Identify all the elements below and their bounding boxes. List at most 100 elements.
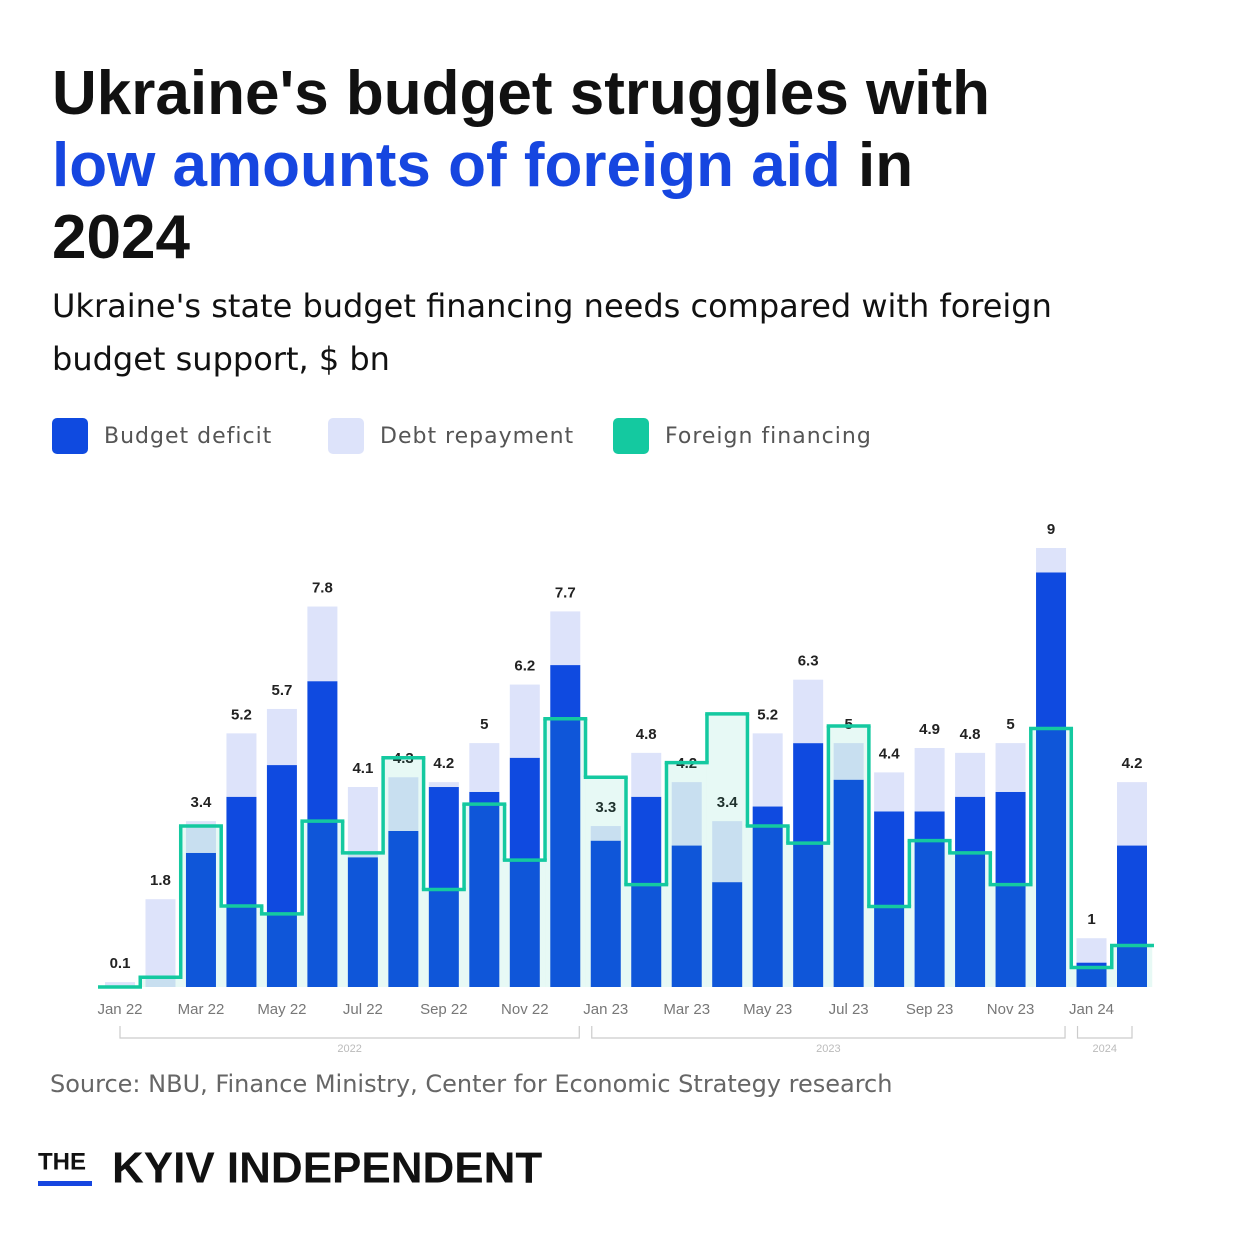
foreign-area xyxy=(990,884,1031,987)
bar-debt xyxy=(550,611,581,666)
bar-deficit xyxy=(590,840,621,987)
x-tick-label: Jan 24 xyxy=(1069,1001,1114,1018)
bar-deficit xyxy=(955,796,986,987)
bar-debt xyxy=(509,684,540,758)
bar-deficit xyxy=(752,806,783,987)
bar-debt xyxy=(226,733,257,797)
bar-deficit xyxy=(428,787,459,987)
x-tick-label: Jul 23 xyxy=(829,1001,869,1018)
bar-debt xyxy=(793,679,824,744)
foreign-area xyxy=(706,713,748,987)
foreign-area xyxy=(828,726,869,987)
bar-debt xyxy=(833,743,864,780)
legend-swatch xyxy=(328,418,364,454)
bar-debt xyxy=(1076,938,1107,963)
bar-debt xyxy=(955,752,986,797)
foreign-area xyxy=(1030,728,1072,987)
bar-deficit xyxy=(793,743,824,987)
bar-deficit xyxy=(712,882,743,987)
bar-debt xyxy=(266,708,297,766)
brand-name: KYIV INDEPENDENT xyxy=(112,1144,542,1193)
foreign-area xyxy=(545,718,586,987)
foreign-area xyxy=(180,826,222,987)
bar-debt xyxy=(631,752,662,797)
bar-debt xyxy=(914,747,945,812)
x-tick-label: Mar 23 xyxy=(663,1001,710,1018)
x-tick-label: Jan 22 xyxy=(97,1001,142,1018)
bar-deficit xyxy=(185,852,216,987)
foreign-area xyxy=(585,777,626,987)
value-label: 4.8 xyxy=(960,726,981,743)
bar-debt xyxy=(388,777,419,831)
bar-deficit xyxy=(833,779,864,987)
title-highlight: low amounts of foreign aid xyxy=(52,131,841,200)
foreign-area xyxy=(949,852,991,987)
bar-debt xyxy=(347,787,378,858)
foreign-area xyxy=(868,906,910,987)
legend-label: Foreign financing xyxy=(665,424,872,449)
foreign-area xyxy=(423,889,465,987)
foreign-area xyxy=(383,757,424,987)
bar-debt xyxy=(590,826,621,841)
bar-debt xyxy=(307,606,338,682)
bar-deficit xyxy=(266,765,297,987)
bar-deficit xyxy=(347,857,378,987)
brand-underline xyxy=(38,1181,92,1186)
value-label: 7.8 xyxy=(312,580,333,597)
bar-debt xyxy=(1117,782,1147,846)
value-label: 4.9 xyxy=(919,721,940,738)
value-label: 9 xyxy=(1047,521,1055,538)
title-part: in 2024 xyxy=(52,131,914,272)
foreign-area xyxy=(504,860,546,987)
bar-deficit xyxy=(671,845,702,987)
legend-label: Debt repayment xyxy=(380,424,574,449)
bar-debt xyxy=(712,821,743,883)
legend-label: Budget deficit xyxy=(104,424,272,449)
value-label: 5.2 xyxy=(231,706,252,723)
x-tick-label: Sep 23 xyxy=(906,1001,954,1018)
foreign-area xyxy=(909,840,950,987)
foreign-area xyxy=(140,977,181,987)
value-label: 3.4 xyxy=(717,794,739,811)
x-tick-label: Sep 22 xyxy=(420,1001,468,1018)
value-label: 5 xyxy=(480,716,488,733)
foreign-area xyxy=(747,826,788,987)
foreign-area xyxy=(626,884,667,987)
title-part: Ukraine's budget struggles with xyxy=(52,59,990,128)
foreign-area xyxy=(1111,945,1153,987)
bar-deficit xyxy=(874,811,905,987)
bar-debt xyxy=(752,733,783,807)
chart-title: Ukraine's budget struggles with low amou… xyxy=(52,58,1062,274)
bar-deficit xyxy=(307,681,338,987)
bar-deficit xyxy=(469,791,500,987)
bar-debt xyxy=(1036,548,1067,573)
value-label: 5.7 xyxy=(271,682,292,699)
legend-swatch xyxy=(52,418,88,454)
bar-debt xyxy=(995,743,1026,792)
foreign-area xyxy=(666,762,707,987)
value-label: 6.2 xyxy=(514,658,535,675)
year-label: 2022 xyxy=(337,1043,361,1055)
year-label: 2024 xyxy=(1093,1043,1117,1055)
bar-deficit xyxy=(1117,845,1147,987)
value-label: 3.4 xyxy=(191,794,213,811)
brand-the: THE xyxy=(38,1148,86,1175)
value-label: 4.2 xyxy=(433,755,454,772)
bar-debt xyxy=(671,782,702,846)
bar-debt xyxy=(105,982,135,987)
x-tick-label: Jul 22 xyxy=(343,1001,383,1018)
x-tick-label: Jan 23 xyxy=(583,1001,628,1018)
value-label: 7.7 xyxy=(555,584,576,601)
bar-deficit xyxy=(995,791,1026,987)
bar-debt xyxy=(145,899,176,987)
value-label: 1.8 xyxy=(150,872,171,889)
value-label: 3.3 xyxy=(595,799,616,816)
value-label: 1 xyxy=(1087,911,1095,928)
year-bracket xyxy=(1076,1026,1133,1039)
foreign-area xyxy=(342,852,384,987)
x-tick-label: Mar 22 xyxy=(178,1001,225,1018)
foreign-area xyxy=(261,913,303,987)
bar-debt xyxy=(874,772,905,812)
